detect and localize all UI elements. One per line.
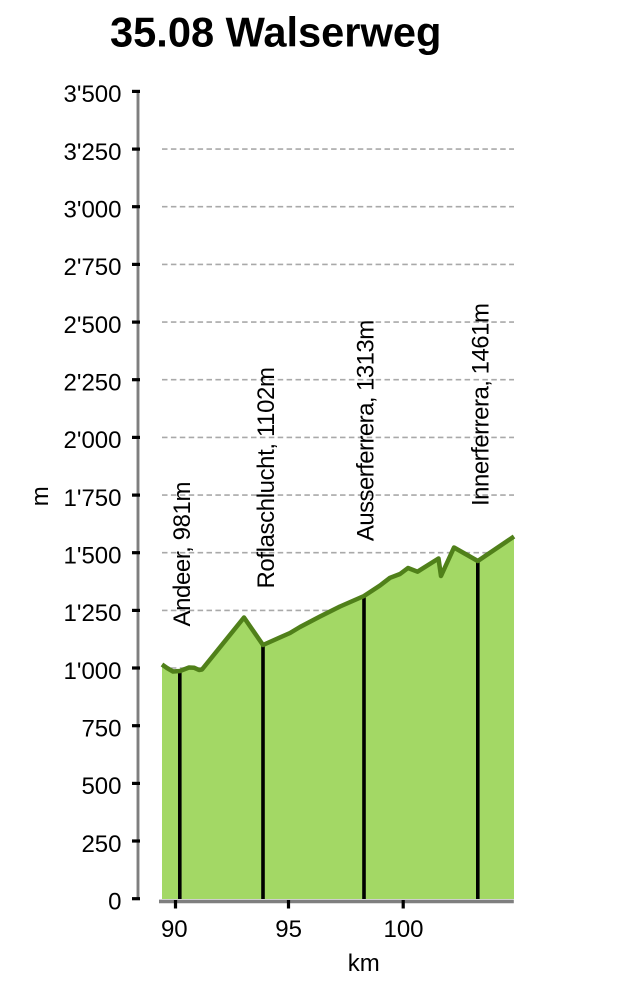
svg-text:3'500: 3'500 <box>64 81 122 108</box>
svg-text:m: m <box>27 486 54 506</box>
svg-text:Ausserferrera, 1313m: Ausserferrera, 1313m <box>353 320 380 541</box>
svg-text:250: 250 <box>81 831 121 858</box>
svg-text:2'250: 2'250 <box>64 370 122 397</box>
svg-text:1'000: 1'000 <box>64 658 122 685</box>
svg-text:1'250: 1'250 <box>64 600 122 627</box>
svg-text:500: 500 <box>81 773 121 800</box>
svg-text:km: km <box>348 950 380 977</box>
svg-text:Innerferrera, 1461m: Innerferrera, 1461m <box>468 303 495 506</box>
svg-text:3'000: 3'000 <box>64 197 122 224</box>
svg-text:1'750: 1'750 <box>64 485 122 512</box>
svg-text:3'250: 3'250 <box>64 139 122 166</box>
svg-text:1'500: 1'500 <box>64 543 122 570</box>
svg-text:Andeer, 981m: Andeer, 981m <box>169 482 196 627</box>
svg-text:2'500: 2'500 <box>64 312 122 339</box>
svg-text:95: 95 <box>275 916 302 943</box>
svg-text:0: 0 <box>108 889 121 916</box>
svg-text:2'000: 2'000 <box>64 427 122 454</box>
svg-text:100: 100 <box>383 916 423 943</box>
svg-text:2'750: 2'750 <box>64 254 122 281</box>
svg-text:35.08 Walserweg: 35.08 Walserweg <box>110 9 441 56</box>
svg-text:750: 750 <box>81 716 121 743</box>
svg-text:90: 90 <box>161 916 188 943</box>
svg-text:Roflaschlucht, 1102m: Roflaschlucht, 1102m <box>253 367 280 589</box>
